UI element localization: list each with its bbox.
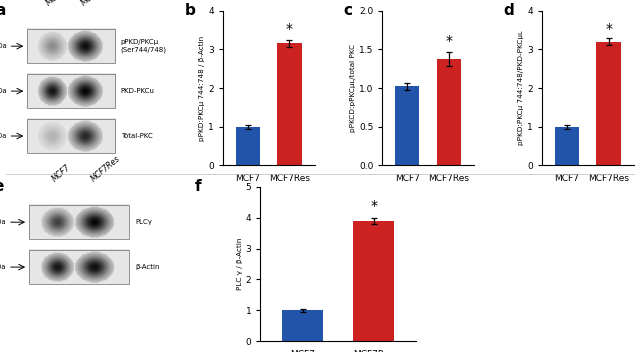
Text: 105 kDa: 105 kDa — [0, 43, 7, 49]
Text: pPKD/PKCμ
(Ser744/748): pPKD/PKCμ (Ser744/748) — [121, 39, 167, 53]
Text: *: * — [370, 199, 377, 213]
Text: b: b — [184, 3, 195, 18]
Bar — [277, 43, 301, 165]
Bar — [236, 127, 260, 165]
Bar — [27, 74, 115, 108]
Y-axis label: pPKD:PKCμ 744:748 / β-Actin: pPKD:PKCμ 744:748 / β-Actin — [199, 36, 205, 140]
Text: PKD-PKCu: PKD-PKCu — [121, 88, 155, 94]
Text: f: f — [195, 179, 202, 194]
Text: Total-PKC: Total-PKC — [121, 133, 152, 139]
Bar — [29, 205, 129, 239]
Bar — [282, 310, 323, 341]
Text: d: d — [503, 3, 514, 18]
Text: MCF7Res: MCF7Res — [79, 0, 111, 7]
Bar — [29, 250, 129, 284]
Bar — [27, 29, 115, 63]
Text: *: * — [605, 22, 612, 36]
Bar — [396, 87, 419, 165]
Text: MCF7: MCF7 — [44, 0, 67, 7]
Y-axis label: PLC γ / β-Actin: PLC γ / β-Actin — [237, 238, 243, 290]
Text: 105kDa: 105kDa — [0, 88, 7, 94]
Text: *: * — [286, 22, 293, 36]
Bar — [353, 221, 394, 341]
Bar — [596, 42, 621, 165]
Text: a: a — [0, 3, 6, 18]
Text: MCF7: MCF7 — [50, 163, 72, 183]
Bar — [555, 127, 579, 165]
Text: c: c — [344, 3, 353, 18]
Y-axis label: pPKCD:pPKCμʟ/total PKC: pPKCD:pPKCμʟ/total PKC — [350, 44, 356, 132]
Y-axis label: pPKD:PKCμ 744:748/PKD-PKCμʟ: pPKD:PKCμ 744:748/PKD-PKCμʟ — [518, 31, 524, 145]
Bar — [27, 119, 115, 153]
Bar — [437, 59, 461, 165]
Text: 97kDa: 97kDa — [0, 133, 7, 139]
Text: *: * — [445, 34, 452, 48]
Text: e: e — [0, 179, 4, 194]
Text: PLCγ: PLCγ — [135, 219, 152, 225]
Text: 40kDa: 40kDa — [0, 264, 6, 270]
Text: β-Actin: β-Actin — [135, 264, 159, 270]
Text: MCF7Res: MCF7Res — [90, 154, 122, 183]
Text: 140kDa: 140kDa — [0, 219, 6, 225]
